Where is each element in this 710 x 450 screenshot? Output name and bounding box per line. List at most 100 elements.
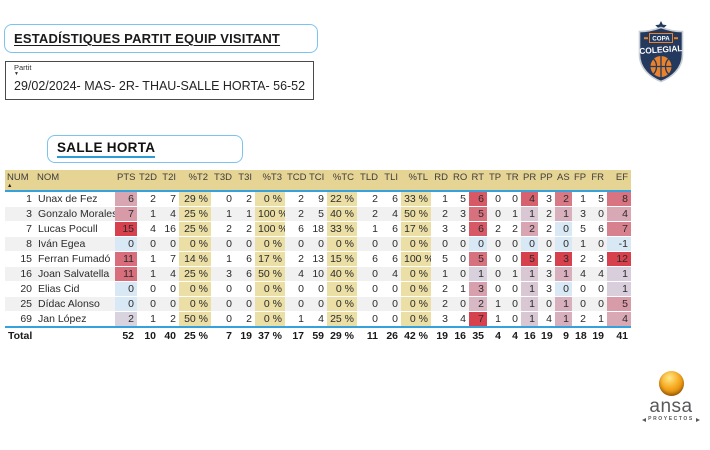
cell-T3D[interactable]: 0 xyxy=(211,281,235,297)
cell-NOM[interactable]: Elias Cid xyxy=(35,281,115,297)
cell-FP[interactable]: 3 xyxy=(572,206,589,222)
cell-AS[interactable]: 0 xyxy=(555,236,572,252)
cell-EF[interactable]: 5 xyxy=(607,296,631,312)
cell-T2D[interactable]: 0 xyxy=(137,236,159,252)
cell-TCD[interactable]: 2 xyxy=(285,251,307,267)
cell-T2I[interactable]: 16 xyxy=(159,221,179,237)
column-header-RO[interactable]: RO xyxy=(451,170,469,192)
cell-PP[interactable]: 2 xyxy=(538,206,555,222)
cell-T2I[interactable]: 4 xyxy=(159,206,179,222)
cell-pct-TL[interactable]: 0 % xyxy=(401,236,431,252)
column-header-EF[interactable]: EF xyxy=(607,170,631,192)
cell-TR[interactable]: 0 xyxy=(504,236,521,252)
cell-NOM[interactable]: Iván Egea xyxy=(35,236,115,252)
cell-NUM[interactable]: 16 xyxy=(5,266,35,282)
cell-NOM[interactable]: Ferran Fumadó xyxy=(35,251,115,267)
column-header-NUM[interactable]: NUM ▲ xyxy=(5,170,35,192)
cell-RD[interactable]: 2 xyxy=(431,206,451,222)
cell-AS[interactable]: 1 xyxy=(555,296,572,312)
cell-NUM[interactable]: 15 xyxy=(5,251,35,267)
cell-EF[interactable]: 8 xyxy=(607,191,631,207)
column-header-RD[interactable]: RD xyxy=(431,170,451,192)
cell-NUM[interactable]: 20 xyxy=(5,281,35,297)
cell-pct-TL[interactable]: 0 % xyxy=(401,281,431,297)
cell-TP[interactable]: 1 xyxy=(487,296,504,312)
cell-RO[interactable]: 3 xyxy=(451,221,469,237)
cell-PTS[interactable]: 0 xyxy=(115,296,137,312)
cell-TR[interactable]: 0 xyxy=(504,311,521,328)
cell-T3I[interactable]: 2 xyxy=(235,221,255,237)
cell-pct-TL[interactable]: 33 % xyxy=(401,191,431,207)
column-header-PP[interactable]: PP xyxy=(538,170,555,192)
cell-PP[interactable]: 3 xyxy=(538,191,555,207)
cell-pct-T3[interactable]: 50 % xyxy=(255,266,285,282)
column-header-AS[interactable]: AS xyxy=(555,170,572,192)
cell-TCI[interactable]: 9 xyxy=(307,191,327,207)
cell-pct-T2[interactable]: 14 % xyxy=(179,251,211,267)
cell-FR[interactable]: 1 xyxy=(589,311,607,328)
cell-TCD[interactable]: 6 xyxy=(285,221,307,237)
cell-TLD[interactable]: 2 xyxy=(357,206,381,222)
cell-TR[interactable]: 0 xyxy=(504,251,521,267)
column-header-TP[interactable]: TP xyxy=(487,170,504,192)
cell-FR[interactable]: 0 xyxy=(589,281,607,297)
cell-TLD[interactable]: 0 xyxy=(357,266,381,282)
cell-T2D[interactable]: 1 xyxy=(137,251,159,267)
cell-TCI[interactable]: 0 xyxy=(307,281,327,297)
cell-pct-T3[interactable]: 0 % xyxy=(255,191,285,207)
cell-TCI[interactable]: 4 xyxy=(307,311,327,328)
cell-TP[interactable]: 1 xyxy=(487,311,504,328)
cell-pct-TC[interactable]: 40 % xyxy=(327,266,357,282)
column-header-PR[interactable]: PR xyxy=(521,170,538,192)
cell-TR[interactable]: 2 xyxy=(504,221,521,237)
cell-T3I[interactable]: 6 xyxy=(235,266,255,282)
cell-PR[interactable]: 1 xyxy=(521,296,538,312)
cell-FR[interactable]: 5 xyxy=(589,191,607,207)
cell-RD[interactable]: 2 xyxy=(431,296,451,312)
cell-EF[interactable]: 4 xyxy=(607,206,631,222)
cell-T3I[interactable]: 0 xyxy=(235,281,255,297)
cell-T2I[interactable]: 4 xyxy=(159,266,179,282)
cell-PTS[interactable]: 7 xyxy=(115,206,137,222)
cell-T2D[interactable]: 1 xyxy=(137,266,159,282)
cell-PP[interactable]: 2 xyxy=(538,251,555,267)
cell-PR[interactable]: 1 xyxy=(521,281,538,297)
cell-pct-T3[interactable]: 0 % xyxy=(255,311,285,328)
cell-T3D[interactable]: 0 xyxy=(211,296,235,312)
cell-pct-T2[interactable]: 29 % xyxy=(179,191,211,207)
cell-RD[interactable]: 2 xyxy=(431,281,451,297)
column-header-T3D[interactable]: T3D xyxy=(211,170,235,192)
cell-TLI[interactable]: 0 xyxy=(381,296,401,312)
cell-TP[interactable]: 2 xyxy=(487,221,504,237)
column-header-TCD[interactable]: TCD xyxy=(285,170,307,192)
cell-TCI[interactable]: 5 xyxy=(307,206,327,222)
cell-FR[interactable]: 6 xyxy=(589,221,607,237)
column-header-TCI[interactable]: TCI xyxy=(307,170,327,192)
cell-NOM[interactable]: Lucas Pocull xyxy=(35,221,115,237)
cell-NUM[interactable]: 25 xyxy=(5,296,35,312)
cell-NUM[interactable]: 3 xyxy=(5,206,35,222)
cell-FR[interactable]: 4 xyxy=(589,266,607,282)
cell-T3I[interactable]: 0 xyxy=(235,296,255,312)
cell-PTS[interactable]: 6 xyxy=(115,191,137,207)
cell-T2D[interactable]: 4 xyxy=(137,221,159,237)
cell-pct-TL[interactable]: 100 % xyxy=(401,251,431,267)
cell-TLD[interactable]: 6 xyxy=(357,251,381,267)
cell-TP[interactable]: 0 xyxy=(487,281,504,297)
cell-PP[interactable]: 3 xyxy=(538,266,555,282)
cell-RO[interactable]: 0 xyxy=(451,266,469,282)
cell-FR[interactable]: 0 xyxy=(589,236,607,252)
cell-T3I[interactable]: 0 xyxy=(235,236,255,252)
cell-PP[interactable]: 2 xyxy=(538,221,555,237)
cell-TR[interactable]: 0 xyxy=(504,296,521,312)
cell-TLI[interactable]: 0 xyxy=(381,236,401,252)
cell-pct-T3[interactable]: 0 % xyxy=(255,236,285,252)
column-header-FP[interactable]: FP xyxy=(572,170,589,192)
cell-EF[interactable]: 1 xyxy=(607,281,631,297)
cell-TCD[interactable]: 2 xyxy=(285,206,307,222)
cell-PR[interactable]: 1 xyxy=(521,206,538,222)
cell-AS[interactable]: 3 xyxy=(555,251,572,267)
cell-FP[interactable]: 2 xyxy=(572,311,589,328)
cell-T2D[interactable]: 0 xyxy=(137,281,159,297)
cell-pct-TL[interactable]: 0 % xyxy=(401,296,431,312)
